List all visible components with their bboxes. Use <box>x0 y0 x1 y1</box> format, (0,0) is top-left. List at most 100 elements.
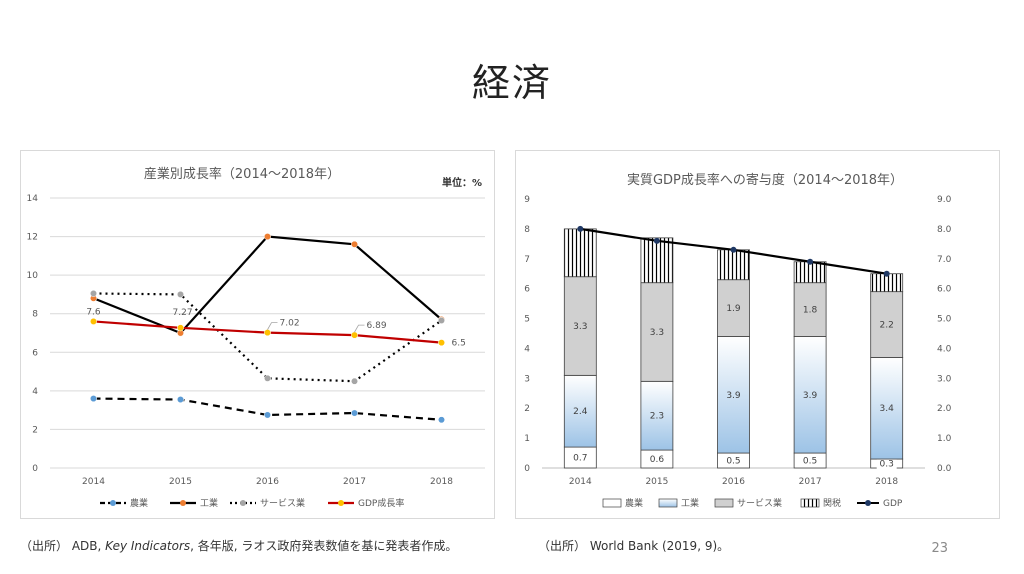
chart2-y-tick-label: 9 <box>524 195 530 205</box>
chart1-x-tick-label: 2018 <box>430 477 453 487</box>
chart1-x-tick-label: 2016 <box>256 477 279 487</box>
chart2-bar-segment <box>717 336 750 454</box>
chart2-y2-tick-label: 1.0 <box>937 434 952 444</box>
chart2-x-tick-label: 2018 <box>875 477 898 487</box>
chart2-bar-segment <box>563 228 597 278</box>
chart1-data-point <box>351 240 358 248</box>
chart2-label-bg <box>800 454 821 467</box>
chart2-y-tick-label: 7 <box>524 255 530 265</box>
chart2-x-tick-label: 2016 <box>722 477 745 487</box>
chart2-x-tick-label: 2017 <box>799 477 822 487</box>
chart2-data-label: 1.9 <box>726 304 741 314</box>
chart1-label-leader <box>354 324 365 333</box>
chart1-data-point <box>438 339 445 347</box>
chart2-bar-segment <box>793 336 827 454</box>
chart1-unit-label: 単位：% <box>442 176 482 189</box>
chart2-y2-tick-label: 0.0 <box>937 464 952 474</box>
source-left-prefix: （出所） ADB, <box>20 539 106 553</box>
chart2-y-tick-label: 5 <box>524 315 530 325</box>
chart2-data-label: 3.4 <box>880 404 895 414</box>
source-note-left: （出所） ADB, Key Indicators, 各年版, ラオス政府発表数値… <box>20 537 457 554</box>
chart1-data-point <box>90 290 97 297</box>
chart1-data-point <box>351 409 358 417</box>
slide-title: 経済 <box>471 61 552 105</box>
chart2-y2-tick-label: 3.0 <box>937 374 952 384</box>
chart2-label-bg <box>876 457 897 470</box>
chart1-data-point <box>90 317 97 325</box>
chart2-y2-tick-label: 8.0 <box>937 225 952 235</box>
chart1-data-point <box>438 317 445 324</box>
chart2-legend-swatch <box>714 498 734 508</box>
chart2-bar-segment <box>793 261 827 284</box>
chart1-frame <box>20 150 495 519</box>
chart1-data-point <box>438 416 445 424</box>
chart2-legend-label: GDP <box>883 499 903 509</box>
chart2-y2-tick-label: 2.0 <box>937 404 952 414</box>
chart2-data-label: 2.2 <box>880 321 894 331</box>
chart1-x-tick-label: 2014 <box>82 477 105 487</box>
chart1-legend-label: GDP成長率 <box>358 497 404 509</box>
chart2-data-label: 0.5 <box>726 457 740 467</box>
chart2-bar-segment <box>640 237 674 284</box>
chart2-title: 実質GDP成長率への寄与度（2014～2018年） <box>627 172 903 188</box>
chart1-legend-marker <box>240 500 246 506</box>
chart2-gdp-point <box>807 258 814 265</box>
chart2-legend-label: サービス業 <box>737 497 782 509</box>
chart1-data-label: 7.6 <box>86 307 101 317</box>
chart1-data-label: 6.5 <box>452 339 466 349</box>
chart1-label-leader <box>267 322 278 330</box>
gdp-contribution-stacked-bar-chart: 実質GDP成長率への寄与度（2014～2018年） 0 1 2 3 4 5 6 7 8 9 0.0 1.… <box>515 150 1000 519</box>
chart2-legend-swatch <box>658 498 678 508</box>
chart2-data-label: 3.9 <box>803 391 818 401</box>
industry-growth-line-chart: 産業別成長率（2014～2018年） 単位：% 0 2 4 6 8 10 12 14 2014 201… <box>20 150 495 519</box>
chart2-legend-label: 工業 <box>681 497 699 509</box>
chart1-y-tick-label: 4 <box>32 387 38 397</box>
chart1-y-tick-label: 6 <box>32 348 38 358</box>
chart1-data-point <box>177 324 184 332</box>
chart1-series-line-0 <box>93 397 442 421</box>
chart1-x-tick-label: 2017 <box>343 477 366 487</box>
chart1-data-label: 7.27 <box>173 308 193 318</box>
chart2-data-label: 0.6 <box>650 455 665 465</box>
chart2-bar-segment <box>793 282 827 337</box>
chart1-legend-label: 農業 <box>130 497 148 509</box>
chart1-data-point <box>351 377 358 385</box>
chart2-data-label: 2.3 <box>650 412 664 422</box>
chart2-legend-swatch <box>602 498 622 508</box>
chart2-y-tick-label: 0 <box>524 464 530 474</box>
chart2-data-label: 0.5 <box>803 457 817 467</box>
chart2-x-tick-label: 2014 <box>569 477 592 487</box>
chart2-data-label: 3.3 <box>573 322 587 332</box>
chart2-y-tick-label: 1 <box>524 434 530 444</box>
source-left-italic: Key Indicators <box>105 539 191 553</box>
chart2-gdp-point <box>883 270 890 277</box>
chart1-legend-label: 工業 <box>200 497 218 509</box>
chart2-legend-label: 関税 <box>823 497 841 509</box>
chart2-bar-segment <box>870 357 904 460</box>
chart2-label-bg <box>570 451 591 464</box>
chart1-data-point <box>177 396 184 403</box>
chart2-data-label: 3.3 <box>650 328 664 338</box>
chart2-y2-tick-label: 9.0 <box>937 195 952 205</box>
chart1-y-tick-label: 0 <box>32 464 38 474</box>
chart2-x-tick-label: 2015 <box>645 477 668 487</box>
chart1-data-point <box>264 233 271 241</box>
source-note-right: （出所） World Bank (2019, 9)。 <box>538 539 730 553</box>
chart1-data-point <box>264 411 271 419</box>
chart2-y2-tick-label: 7.0 <box>937 255 952 265</box>
chart2-gdp-point <box>577 225 584 232</box>
chart1-legend-marker <box>110 500 116 506</box>
chart1-series-line-2 <box>93 292 443 383</box>
chart2-data-label: 1.8 <box>803 306 818 316</box>
chart2-bar-segment <box>717 249 750 281</box>
chart1-y-tick-label: 2 <box>32 425 38 435</box>
chart2-y2-tick-label: 5.0 <box>937 315 952 325</box>
chart2-gdp-point <box>653 237 660 244</box>
chart2-data-label: 0.3 <box>880 460 894 470</box>
chart1-y-tick-label: 14 <box>27 194 39 204</box>
chart2-gdp-point <box>730 246 737 253</box>
chart2-y-tick-label: 3 <box>524 374 530 384</box>
chart1-legend-label: サービス業 <box>260 497 305 509</box>
chart1-data-point <box>351 331 358 339</box>
chart2-y2-tick-label: 6.0 <box>937 285 952 295</box>
